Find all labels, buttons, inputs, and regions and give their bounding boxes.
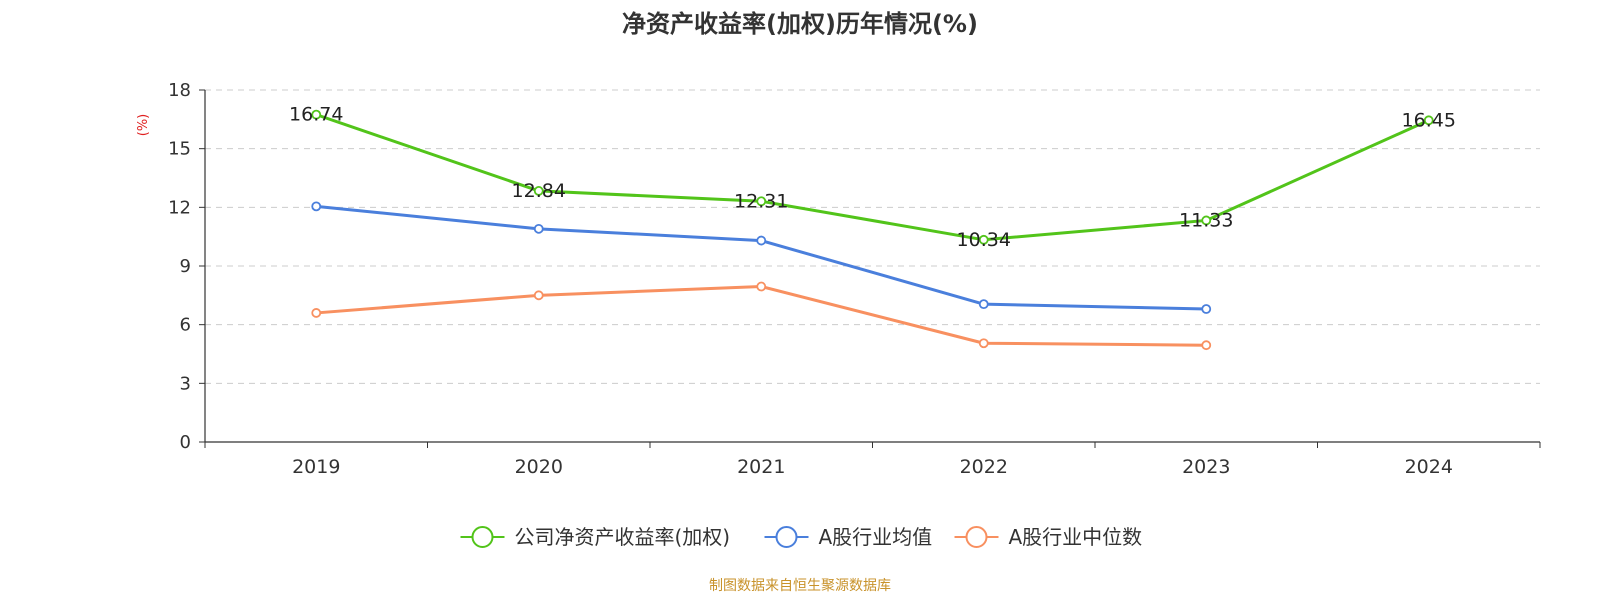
- source-note: 制图数据来自恒生聚源数据库: [709, 578, 891, 594]
- y-tick-label: 18: [168, 80, 191, 101]
- y-tick-label: 9: [180, 256, 191, 277]
- data-point: [311, 201, 322, 212]
- series-lines: [311, 109, 1434, 351]
- data-point: [756, 235, 767, 246]
- y-tick-label: 0: [180, 432, 191, 453]
- y-tick-label: 12: [168, 197, 191, 218]
- data-label: 16.74: [289, 104, 343, 126]
- legend-label: A股行业中位数: [1009, 525, 1143, 549]
- data-point: [1201, 215, 1212, 226]
- data-label: 10.34: [957, 229, 1011, 251]
- data-point: [533, 186, 544, 196]
- data-point: [978, 338, 989, 349]
- legend: 公司净资产收益率(加权) A股行业均值 A股行业中位数: [460, 525, 1143, 549]
- data-point: [1201, 340, 1212, 351]
- series-line-0: [315, 113, 1430, 242]
- data-point: [1423, 115, 1434, 126]
- data-label: 12.31: [734, 190, 788, 212]
- x-tick-label: 2024: [1405, 456, 1453, 478]
- x-tick-label: 2023: [1182, 456, 1230, 478]
- data-point: [978, 299, 989, 310]
- x-tick-label: 2021: [737, 456, 785, 478]
- data-label: 12.84: [512, 180, 566, 202]
- y-tick-label: 6: [180, 315, 191, 336]
- legend-marker: [775, 526, 798, 548]
- y-axis-label: (%): [136, 114, 151, 137]
- series-line-1: [316, 204, 1207, 311]
- data-point: [533, 290, 544, 301]
- data-point: [756, 281, 767, 292]
- legend-marker: [471, 526, 494, 548]
- data-point: [311, 109, 322, 120]
- series-line-2: [316, 285, 1207, 347]
- data-label: 11.33: [1179, 209, 1233, 231]
- axes: 0 3 6 9 12 15 18 2019 2020 2021 2022 2023 2024: [168, 80, 1541, 478]
- data-point: [533, 223, 544, 234]
- data-point: [978, 234, 989, 245]
- y-tick-label: 3: [180, 373, 191, 394]
- y-tick-label: 15: [168, 139, 191, 160]
- data-point: [1201, 304, 1212, 314]
- x-tick-label: 2020: [515, 456, 563, 478]
- legend-label: 公司净资产收益率(加权): [515, 525, 731, 549]
- data-point: [311, 308, 322, 318]
- x-tick-label: 2019: [292, 456, 340, 478]
- grid-lines: [205, 89, 1540, 384]
- chart-title: 净资产收益率(加权)历年情况(%): [622, 10, 978, 38]
- data-labels: 16.74 12.84 12.31 10.34 11.33 16.45: [289, 104, 1456, 251]
- legend-label: A股行业均值: [819, 525, 933, 549]
- x-tick-label: 2022: [960, 456, 1008, 478]
- data-label: 16.45: [1402, 109, 1456, 131]
- legend-marker: [965, 526, 988, 548]
- data-point: [756, 196, 767, 207]
